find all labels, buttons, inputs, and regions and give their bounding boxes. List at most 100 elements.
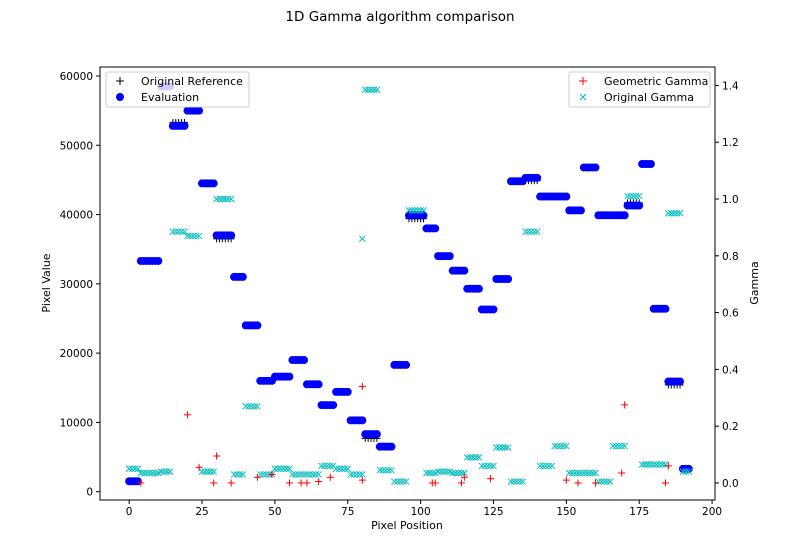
y2-tick-label: 1.0 [722,194,739,206]
original-gamma-point [335,465,343,473]
evaluation-point [460,266,469,275]
x-tick-label: 175 [629,506,649,518]
original-gamma-point [597,478,605,485]
original-gamma-point [356,471,363,478]
x-tick-label: 100 [411,506,431,518]
original-gamma-point [385,466,392,474]
evaluation-point [227,231,236,240]
original-gamma-point [568,469,576,477]
original-gamma-point [501,444,509,451]
legend-left: Original Reference Evaluation [105,71,250,108]
original-gamma-point [498,444,506,451]
original-gamma-point [157,468,165,475]
geometric-gamma-point [591,479,599,487]
evaluation-point [238,272,247,281]
y-tick-label: 30000 [60,279,93,291]
original-gamma-point [662,461,669,468]
original-gamma-point [125,465,133,473]
evaluation-point [419,211,428,220]
original-gamma-point [621,442,628,450]
original-gamma-point [586,469,594,477]
original-gamma-series [125,86,693,485]
original-gamma-point [321,462,328,470]
original-gamma-point [402,478,410,485]
original-gamma-point [169,228,177,236]
original-gamma-point [420,207,427,214]
evaluation-point [504,274,513,283]
x-axis-label: Pixel Position [371,519,443,532]
original-gamma-point [411,207,419,214]
original-gamma-point [134,465,142,473]
original-gamma-point [291,471,299,478]
evaluation-point [329,401,338,410]
evaluation-series [125,82,693,486]
original-gamma-point [367,86,375,94]
evaluation-point [195,106,204,115]
geometric-gamma-point [487,475,495,483]
y2-tick-label: 0.0 [722,478,739,490]
original-gamma-point [583,469,591,477]
original-gamma-point [312,471,320,478]
legend-marker-original-reference [116,77,124,85]
original-gamma-point [358,235,366,243]
original-gamma-point [542,462,550,470]
original-gamma-point [685,468,693,475]
evaluation-point [576,206,585,215]
geometric-gamma-point [358,476,366,484]
original-gamma-point [656,461,663,468]
original-gamma-point [560,442,567,450]
original-gamma-point [417,207,424,214]
evaluation-point [635,201,644,210]
original-gamma-point [277,465,285,473]
original-gamma-point [189,232,197,240]
geometric-gamma-point [358,382,366,390]
original-gamma-point [490,462,497,470]
original-gamma-point [577,469,585,477]
geometric-gamma-point [457,479,465,487]
y2-tick-label: 0.2 [722,421,739,433]
x-tick-label: 25 [195,506,208,518]
original-gamma-point [545,462,553,470]
original-gamma-point [221,195,229,203]
original-gamma-point [463,454,471,461]
original-gamma-point [131,465,139,473]
original-gamma-point [350,471,357,478]
original-gamma-point [513,478,521,485]
original-gamma-point [332,465,340,473]
original-gamma-point [519,478,526,485]
original-gamma-point [507,478,515,485]
original-gamma-point [315,471,322,478]
original-gamma-point [323,462,331,470]
original-gamma-point [256,471,264,478]
geometric-gamma-point [210,479,218,487]
legend-label-original-gamma: Original Gamma [604,91,694,104]
original-gamma-point [204,468,212,475]
evaluation-point [154,256,163,265]
original-gamma-point [650,461,658,468]
y-axis-ticks: 0 10000 20000 30000 40000 50000 60000 [60,71,100,499]
original-gamma-point [300,471,308,478]
original-gamma-point [571,469,579,477]
geometric-gamma-point [227,479,235,487]
y-tick-label: 60000 [60,71,93,83]
original-gamma-point [318,462,325,470]
evaluation-point [402,360,411,369]
original-gamma-point [213,195,220,203]
original-gamma-point [353,471,360,478]
original-gamma-point [525,228,532,236]
original-gamma-point [143,469,150,477]
original-gamma-point [475,454,483,461]
original-gamma-point [227,195,235,203]
original-gamma-point [306,471,314,478]
original-gamma-point [472,454,480,461]
original-gamma-point [373,86,381,94]
legend-marker-geometric-gamma [579,77,587,85]
original-gamma-point [128,465,136,473]
geometric-gamma-point [621,401,629,409]
x-tick-label: 0 [126,506,133,518]
original-gamma-point [647,461,655,468]
original-gamma-point [516,478,524,485]
original-gamma-point [528,228,535,236]
original-gamma-point [493,444,500,451]
geometric-gamma-point [137,479,145,487]
